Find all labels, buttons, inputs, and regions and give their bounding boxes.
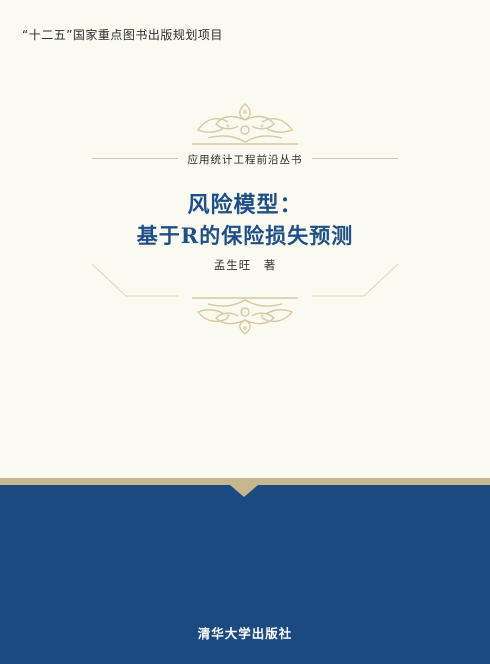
book-title-line2: 基于R的保险损失预测 [136, 223, 354, 248]
book-title-line1: 风险模型： [187, 192, 303, 218]
ornament-bottom-icon [192, 297, 298, 335]
cover-upper-area [0, 0, 490, 478]
bottom-panel [0, 485, 490, 664]
publisher-name: 清华大学出版社 [197, 626, 293, 641]
series-name: 应用统计工程前沿丛书 [187, 154, 303, 166]
author-line: 孟生旺 著 [213, 258, 277, 272]
series-rule-right [312, 158, 398, 159]
notch-marker [230, 485, 258, 497]
project-line: “十二五”国家重点图书出版规划项目 [22, 28, 223, 42]
series-rule-left [92, 158, 178, 159]
frame-lines [91, 263, 399, 297]
divider-band [0, 478, 490, 485]
ornament-top-icon [192, 103, 298, 145]
